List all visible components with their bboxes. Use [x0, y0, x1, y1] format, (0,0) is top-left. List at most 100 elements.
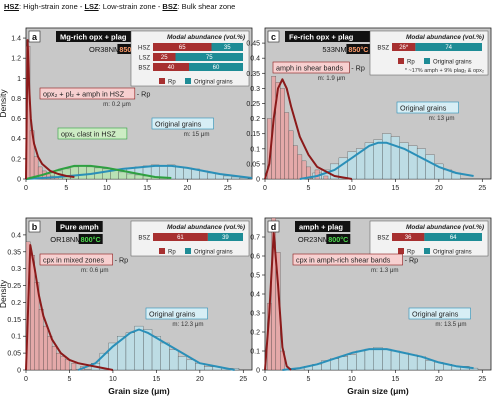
opx1-clast-hist-bar	[78, 165, 87, 180]
x-tick-label: 20	[435, 185, 443, 192]
rp-hist-bar	[51, 346, 57, 371]
annotation-box	[39, 87, 136, 100]
x-tick-label: 20	[435, 376, 443, 383]
y-tick-label: 0	[17, 368, 21, 375]
annotation-median: m: 1.9 μm	[318, 75, 346, 82]
x-tick-label: 0	[263, 185, 267, 192]
legend-rp-swatch	[159, 78, 165, 84]
abbreviation-legend: HSZ: High-strain zone - LSZ: Low-strain …	[4, 2, 235, 11]
original-grains-hist-bar	[186, 359, 196, 371]
original-grains-hist-bar	[356, 350, 366, 371]
annotation-median: m: 12.3 μm	[172, 321, 203, 328]
rp-hist-bar	[323, 175, 329, 180]
y-tick-label: 0.4	[11, 136, 21, 143]
legend-orig-swatch	[185, 78, 191, 84]
y-tick-label: 0.35	[7, 249, 21, 256]
rp-hist-bar	[30, 255, 35, 371]
original-grains-hist-bar	[204, 366, 214, 371]
x-tick-label: 10	[103, 185, 111, 192]
modal-box-bg	[369, 30, 489, 76]
annotation-text: Original grains	[412, 310, 459, 319]
opx1-clast-hist-bar	[118, 171, 128, 180]
rp-hist-bar	[301, 160, 307, 180]
original-grains-hist-bar	[469, 367, 479, 371]
y-tick-label: 0.3	[250, 311, 260, 318]
lsz-text: : Low-strain zone -	[98, 2, 163, 11]
y-tick-label: 0.6	[11, 116, 21, 123]
y-axis-label: Density	[0, 279, 8, 308]
modal-rp-value: 40	[168, 65, 175, 71]
original-grains-hist-bar	[382, 348, 392, 371]
original-grains-hist-bar	[175, 166, 184, 180]
x-tick-label: 10	[348, 376, 356, 383]
modal-row-label: BSZ	[138, 66, 150, 72]
temp-box	[78, 234, 103, 244]
x-tick-label: 5	[68, 376, 72, 383]
temp-box	[346, 44, 371, 54]
lsz-abbr: LSZ	[84, 2, 99, 11]
modal-orig-value: 64	[450, 235, 457, 241]
x-tick-label: 25	[478, 376, 486, 383]
y-tick-label: 0.35	[246, 71, 260, 78]
panel-a: 0 5 10 15 20 25 0 0.2 0.4 0.6 0.8 1 1.2 1.4 Density a Mg…	[0, 27, 253, 192]
y-tick-label: 0.2	[250, 330, 260, 337]
y-tick-label: 0.4	[250, 56, 260, 63]
modal-rp-segment	[392, 233, 425, 241]
legend-rp-swatch	[398, 248, 404, 254]
panel-letter: b	[32, 222, 38, 232]
legend-orig-swatch	[424, 248, 430, 254]
modal-orig-segment	[415, 43, 482, 51]
y-tick-label: 0.2	[250, 116, 260, 123]
original-grains-hist-bar	[364, 348, 374, 371]
x-tick-label: 20	[196, 376, 204, 383]
annotation-text: opx₁ clast in HSZ	[61, 130, 116, 139]
modal-abundance-box: Modal abundance (vol.%) BSZ 61 39 Rp Original…	[130, 220, 250, 257]
y-tick-label: 1.4	[11, 36, 21, 43]
y-tick-label: 0	[256, 368, 260, 375]
rp-hist-bar	[297, 154, 303, 180]
modal-orig-segment	[424, 233, 482, 241]
original-grains-hist-bar	[125, 332, 135, 371]
original-grains-hist-bar	[160, 342, 170, 371]
original-grains-hist-bar	[399, 352, 409, 371]
annotation-text: amph in shear bands	[276, 64, 344, 73]
annotation-median: m: 1.3 μm	[371, 267, 399, 274]
panel-b: 0 5 10 15 20 25 0 0.05 0.1 0.15 0.2 0.25 0.3 0.35 0.4 D…	[0, 217, 253, 396]
temperature: 800°C	[328, 235, 348, 244]
y-tick-label: 0.25	[246, 101, 260, 108]
annotation-median: m: 0.2 μm	[103, 101, 131, 108]
modal-rp-segment	[153, 233, 208, 241]
x-tick-label: 25	[478, 185, 486, 192]
y-tick-label: 0.15	[246, 131, 260, 138]
rp-hist-bar	[47, 336, 53, 371]
panel-letter: c	[271, 32, 276, 42]
original-grains-hist-bar	[416, 148, 426, 180]
original-grains-hist-bar	[223, 175, 232, 180]
annotation-box	[39, 253, 113, 266]
modal-row-label: BSZ	[138, 236, 150, 242]
modal-orig-value: 60	[213, 65, 220, 71]
y-tick-label: 0.15	[7, 317, 21, 324]
modal-rp-value: 25	[161, 55, 168, 61]
y-tick-label: 0	[17, 177, 21, 184]
legend-orig-swatch	[185, 248, 191, 254]
original-grains-hist-bar	[151, 336, 161, 371]
title-box	[285, 31, 371, 42]
rp-hist-bar	[280, 88, 285, 180]
annotation-box	[272, 61, 350, 74]
original-grains-hist-bar	[347, 354, 357, 371]
y-tick-label: 1	[17, 76, 21, 83]
opx1-clast-hist-bar	[126, 173, 136, 180]
rp-fit	[25, 39, 75, 180]
original-grains-hist-bar	[373, 347, 383, 371]
rp-fit	[264, 78, 353, 180]
rp-hist-bar	[71, 363, 77, 371]
legend-orig-label: Original grains	[194, 250, 233, 256]
modal-orig-segment	[175, 53, 243, 61]
title-text: Fe-rich opx + plag	[289, 33, 354, 42]
original-grains-hist-bar	[390, 136, 400, 180]
rp-fit	[25, 244, 114, 371]
rp-hist-bar	[64, 359, 70, 371]
y-tick-label: 0.2	[11, 300, 21, 307]
modal-orig-segment	[189, 63, 243, 71]
